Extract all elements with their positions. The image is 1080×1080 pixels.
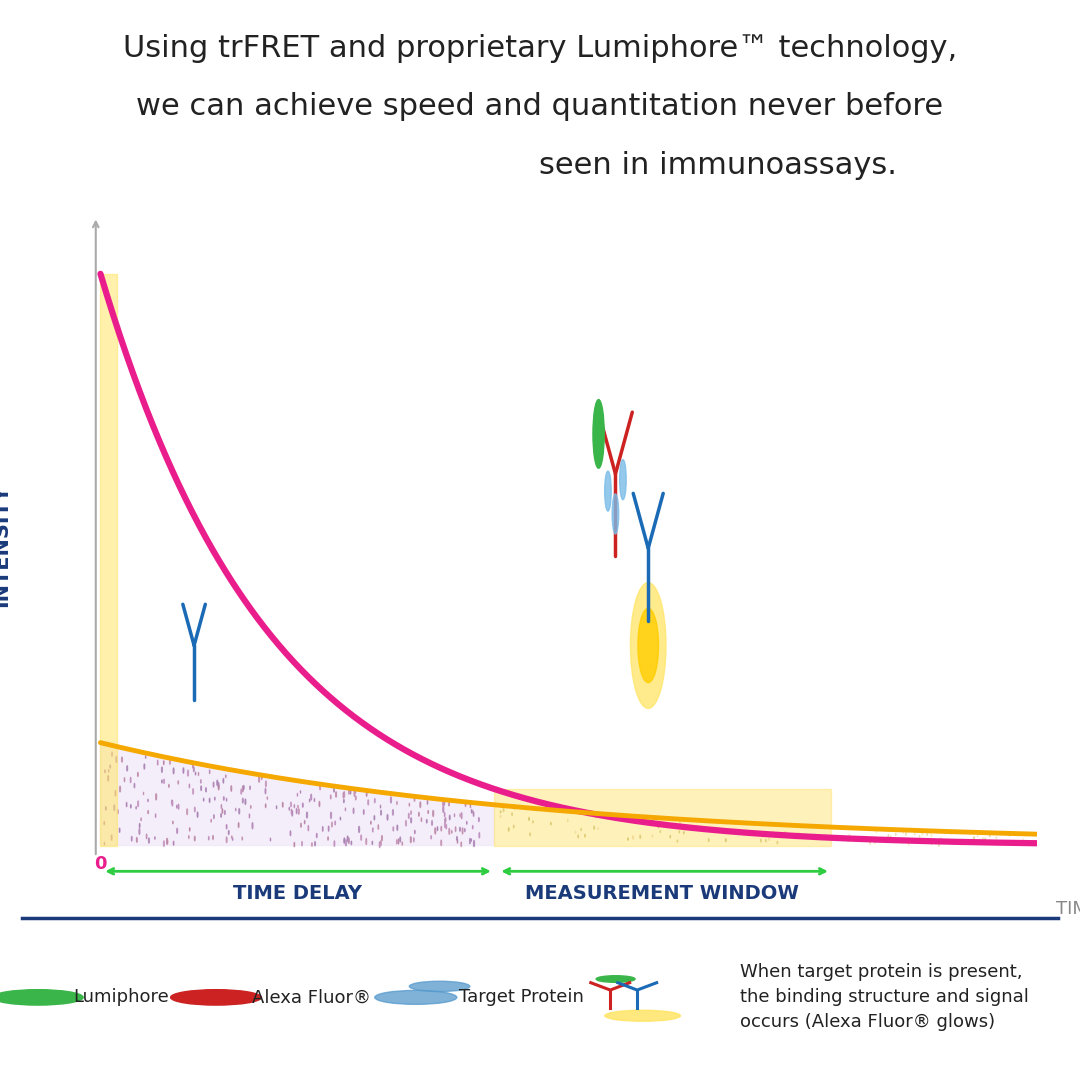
Circle shape xyxy=(612,494,619,534)
Circle shape xyxy=(409,982,470,991)
Circle shape xyxy=(605,471,611,511)
Polygon shape xyxy=(100,274,118,846)
Circle shape xyxy=(171,989,261,1005)
Polygon shape xyxy=(100,743,495,846)
Text: Alexa Fluor®: Alexa Fluor® xyxy=(252,988,370,1007)
Text: When target protein is present,
the binding structure and signal
occurs (Alexa F: When target protein is present, the bind… xyxy=(740,963,1028,1031)
Text: Using trFRET and proprietary Lumiphore™ technology,: Using trFRET and proprietary Lumiphore™ … xyxy=(123,35,957,63)
Circle shape xyxy=(0,989,83,1005)
Text: TIME DELAY: TIME DELAY xyxy=(232,883,362,903)
Text: INTENSITY: INTENSITY xyxy=(0,484,11,607)
Circle shape xyxy=(620,460,626,500)
Text: Target Protein: Target Protein xyxy=(459,988,584,1007)
Text: Lumiphore: Lumiphore xyxy=(73,988,170,1007)
Ellipse shape xyxy=(605,1010,680,1022)
Circle shape xyxy=(375,990,457,1004)
Circle shape xyxy=(596,975,635,983)
Text: TIME: TIME xyxy=(1056,901,1080,918)
Ellipse shape xyxy=(631,582,666,708)
Text: 0: 0 xyxy=(94,855,107,873)
Circle shape xyxy=(593,400,604,469)
Text: we can achieve speed and quantitation never before: we can achieve speed and quantitation ne… xyxy=(136,93,944,121)
Bar xyxy=(494,789,831,846)
Ellipse shape xyxy=(638,608,659,683)
Text: MEASUREMENT WINDOW: MEASUREMENT WINDOW xyxy=(525,883,799,903)
Text: seen in immunoassays.: seen in immunoassays. xyxy=(539,151,896,179)
